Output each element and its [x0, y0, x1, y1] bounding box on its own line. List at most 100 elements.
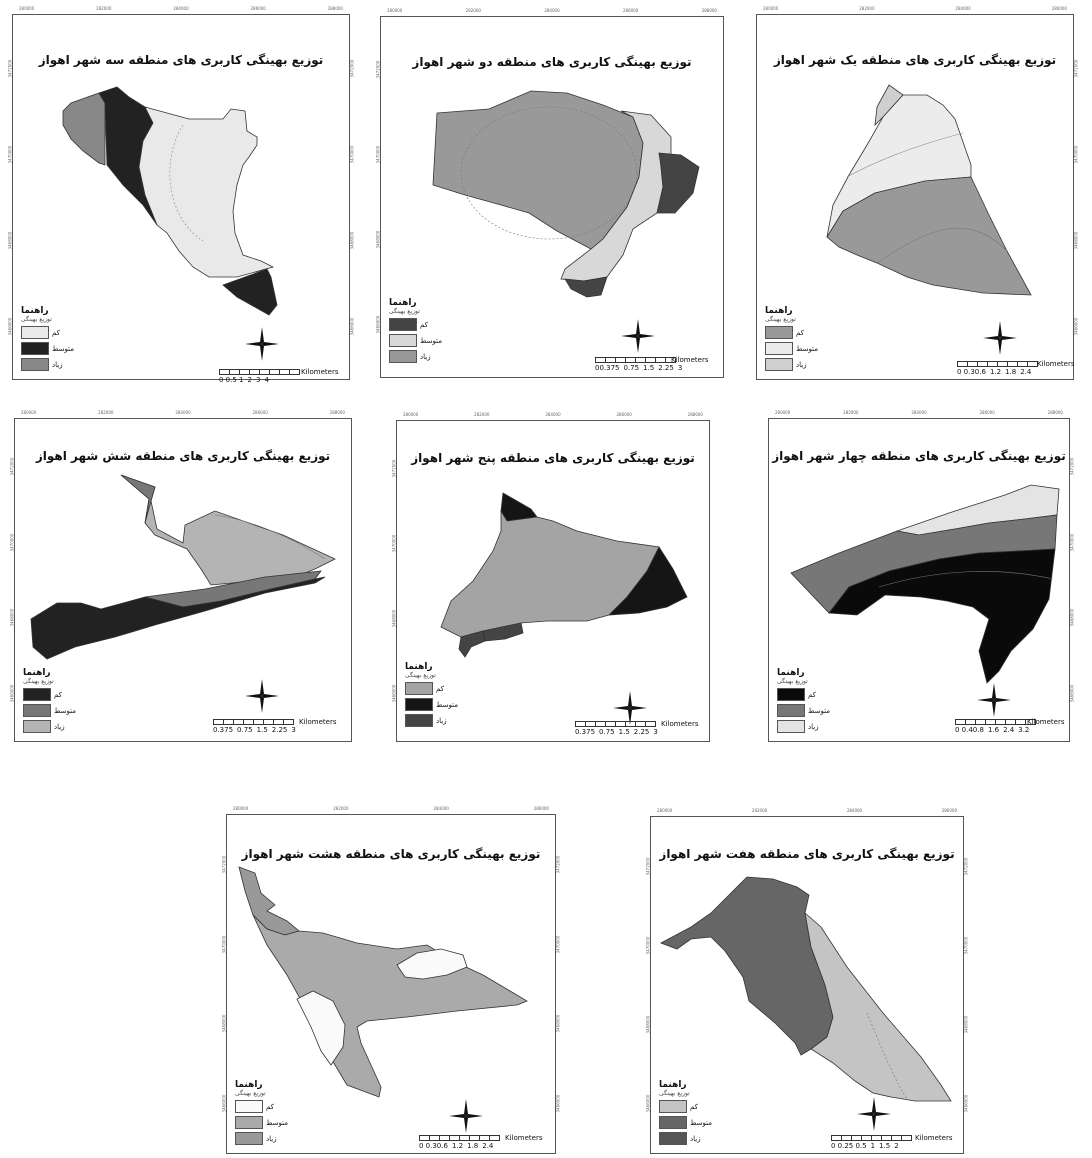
legend-item-medium: متوسط [23, 704, 113, 717]
map-canvas [790, 484, 1060, 684]
legend-label: کم [52, 328, 60, 337]
region-low [296, 990, 346, 1066]
map-legend: راهنما توزیع بهینگی کم متوسط زیاد [23, 668, 113, 733]
legend-item-low: کم [659, 1100, 749, 1113]
north-arrow-icon [245, 327, 279, 361]
map-canvas [30, 474, 336, 660]
coord-label: 280000 [387, 8, 403, 13]
legend-label: متوسط [54, 706, 76, 715]
coord-label: 284000 [955, 6, 971, 11]
scale-tick-label: 0.75 [237, 726, 253, 734]
map-panel-zone4: 280000 282000 284000 286000 288000 34720… [768, 410, 1075, 742]
coord-label: 3472000 [9, 457, 15, 476]
scale-unit: Kilometers [1027, 718, 1065, 726]
region-low [138, 106, 275, 278]
scale-unit: Kilometers [301, 368, 339, 376]
scale-bar: 0 0.25 0.5 1 1.5 2 Kilometers [831, 1134, 952, 1150]
legend-label: زیاد [808, 722, 819, 731]
legend-subtitle: توزیع بهینگی [777, 678, 808, 685]
legend-item-low: کم [21, 326, 111, 339]
map-panel-zone2: 280000 282000 284000 286000 288000 34720… [375, 8, 724, 378]
scale-tick-label: 0.375 [213, 726, 234, 734]
region-boundary [878, 571, 1054, 588]
coord-label: 282000 [474, 412, 490, 417]
legend-swatch [659, 1100, 687, 1113]
map-panel-zone7: 280000 282000 284000 286000 3472000 3470… [645, 808, 969, 1154]
map-title: توزیع بهینگی کاربری های منطقه هفت شهر اه… [659, 847, 955, 861]
region-low [30, 576, 326, 660]
scale-bar: 0 0.30.6 1.2 1.8 2.4 Kilometers [957, 360, 1074, 376]
map-legend: راهنما توزیع بهینگی کم متوسط زیاد [659, 1080, 749, 1145]
legend-swatch [765, 326, 793, 339]
scale-bar: 0 0.30.6 1.2 1.8 2.4 Kilometers [419, 1134, 542, 1150]
region-medium [500, 492, 538, 522]
legend-swatch [389, 350, 417, 363]
north-arrow-icon [983, 321, 1017, 355]
legend-item-medium: متوسط [21, 342, 111, 355]
scale-tick-label: 2.25 [658, 364, 674, 372]
coord-label: 3470000 [7, 145, 13, 163]
scale-tick-label: 2.4 [482, 1142, 494, 1150]
legend-swatch [235, 1132, 263, 1145]
legend-item-low: کم [777, 688, 867, 701]
legend-swatch [21, 326, 49, 339]
legend-label: زیاد [436, 716, 447, 725]
scale-boxes [219, 369, 300, 375]
scale-boxes [955, 719, 1036, 725]
scale-tick-label: 1.5 [643, 364, 655, 372]
region-medium [607, 546, 688, 616]
region-medium [660, 876, 834, 1056]
coord-label: 3470000 [645, 936, 651, 955]
coord-label: 286000 [1051, 6, 1067, 11]
scale-tick-label: 1.2 [989, 368, 1002, 376]
scale-tick-label: 2.4 [1003, 726, 1015, 734]
legend-subtitle: توزیع بهینگی [765, 316, 796, 323]
scale-tick-label: 3 [677, 364, 683, 372]
legend-title: راهنما [21, 306, 49, 316]
coord-label: 3466000 [375, 315, 381, 334]
legend-title: راهنما [659, 1080, 687, 1090]
scale-tick-label: 00.375 [595, 364, 620, 372]
scale-tick-label: 0.75 [599, 728, 615, 736]
legend-item-medium: متوسط [405, 698, 495, 711]
map-legend: راهنما توزیع بهینگی کم متوسط زیاد [235, 1080, 325, 1145]
legend-swatch [405, 682, 433, 695]
scale-ticks: 0 0.40.8 1.6 2.4 3.2 [955, 726, 1035, 734]
legend-swatch [23, 720, 51, 733]
map-legend: راهنما توزیع بهینگی کم متوسط زیاد [777, 668, 867, 733]
legend-item-high: زیاد [777, 720, 867, 733]
coord-label: 288000 [701, 8, 717, 13]
region-low [828, 548, 1056, 684]
coord-label: 284000 [911, 410, 927, 415]
map-canvas [440, 492, 688, 658]
scale-tick-label: 1 [870, 1142, 876, 1150]
north-arrow-icon [977, 683, 1011, 717]
legend-label: متوسط [436, 700, 458, 709]
scale-unit: Kilometers [505, 1134, 543, 1142]
map-canvas [432, 90, 700, 298]
legend-label: کم [436, 684, 444, 693]
coord-label: 288000 [687, 412, 703, 417]
region-boundary [169, 124, 204, 242]
coord-label: 280000 [763, 6, 779, 11]
scale-tick-label: 2 [247, 376, 252, 384]
map-panel-zone8: 280000 282000 284000 286000 3472000 3470… [221, 806, 561, 1154]
region-medium [252, 914, 528, 1098]
coord-label: 3466000 [7, 317, 13, 335]
legend-swatch [765, 342, 793, 355]
legend-swatch [389, 318, 417, 331]
scale-tick-label: 3 [291, 726, 296, 734]
scale-ticks: 0 0.5 1 2 3 4 [219, 376, 299, 384]
north-arrow-icon [449, 1099, 483, 1133]
coord-label: 286000 [252, 410, 268, 415]
coord-label: 280000 [233, 806, 249, 811]
coord-label: 288000 [1047, 410, 1063, 415]
coord-label: 284000 [173, 6, 189, 11]
scale-tick-label: 1.8 [467, 1142, 479, 1150]
legend-title: راهنما [235, 1080, 263, 1090]
legend-swatch [23, 704, 51, 717]
scale-bar: 0 0.40.8 1.6 2.4 3.2 Kilometers [955, 718, 1064, 734]
legend-subtitle: توزیع بهینگی [23, 678, 54, 685]
legend-item-low: کم [405, 682, 495, 695]
region-medium [120, 474, 156, 524]
